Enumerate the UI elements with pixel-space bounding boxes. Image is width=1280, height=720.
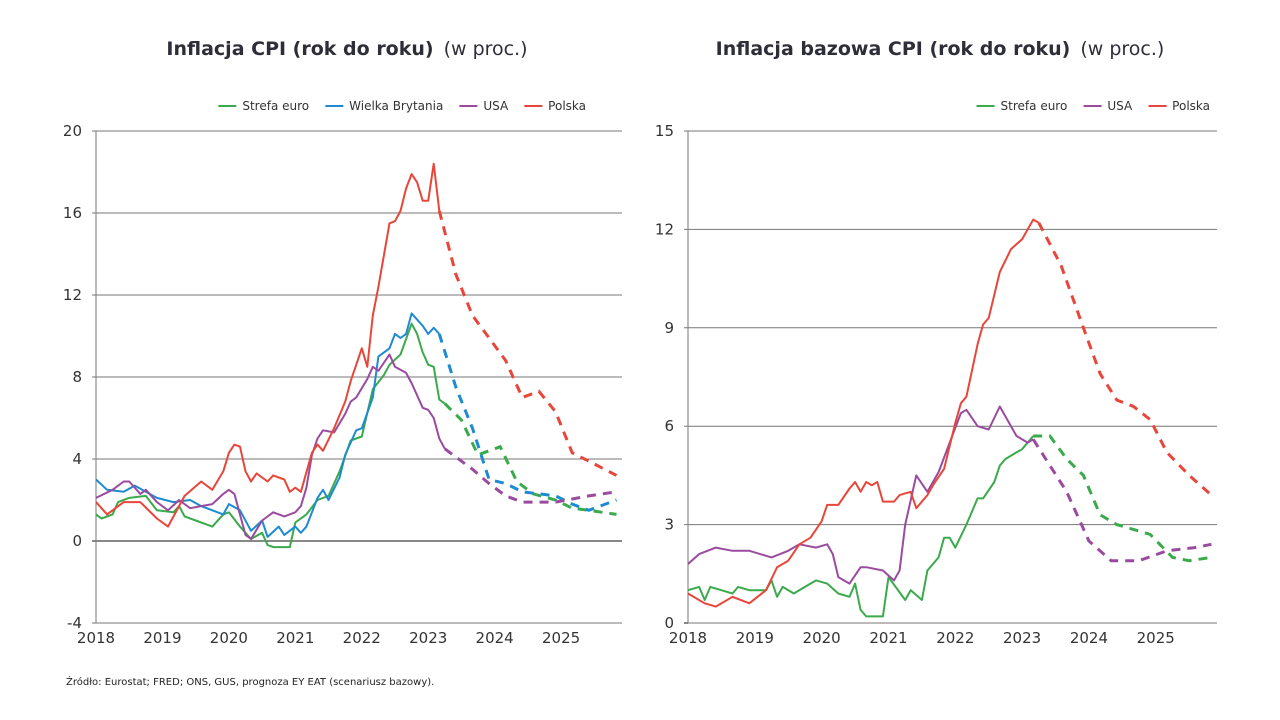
legend-label: Strefa euro (242, 99, 310, 113)
legend-swatch (976, 105, 995, 107)
legend-swatch (1148, 105, 1167, 107)
x-tick-label: 2021 (276, 629, 314, 647)
y-tick-label: 8 (72, 368, 82, 386)
series-polska-actual (95, 162, 441, 528)
legend-swatch (218, 105, 237, 107)
chart-2-title-text: Inflacja bazowa CPI (rok do roku) (715, 38, 1071, 60)
y-tick-label: 20 (63, 122, 82, 140)
legend-item: USA (459, 99, 508, 113)
legend-label: Polska (548, 99, 586, 113)
y-tick-label: 6 (664, 417, 674, 435)
legend-item: Polska (524, 99, 586, 113)
x-tick-label: 2023 (1003, 629, 1041, 647)
y-tick-label: 9 (664, 319, 674, 337)
chart-1-plot: -4 0 4 8 12 16 20 2018 2019 2020 2021 2022 2023 2024 2… (63, 122, 622, 647)
chart-2-title: Inflacja bazowa CPI (rok do roku) (w proc… (716, 38, 1165, 60)
x-tick-label: 2020 (803, 629, 841, 647)
x-tick-label: 2019 (736, 629, 774, 647)
x-tick-label: 2022 (343, 629, 381, 647)
legend-item: USA (1083, 99, 1132, 113)
x-tick-label: 2021 (869, 629, 907, 647)
series-polska-actual (687, 218, 1040, 608)
series-strefa-euro-actual (95, 322, 446, 549)
chart-2-legend: Strefa euro USA Polska (976, 99, 1210, 113)
x-tick-label: 2019 (143, 629, 181, 647)
x-tick-label: 2023 (409, 629, 447, 647)
y-tick-label: 0 (72, 532, 82, 550)
x-tick-label: 2020 (210, 629, 248, 647)
x-tick-label: 2025 (1137, 629, 1175, 647)
y-tick-label: 0 (664, 614, 674, 632)
y-tick-label: 4 (72, 450, 82, 468)
series-usa-forecast (1031, 438, 1212, 563)
x-tick-label: 2024 (476, 629, 514, 647)
y-tick-label: 12 (63, 286, 82, 304)
y-tick-label: 3 (664, 516, 674, 534)
series-usa-actual (95, 353, 446, 540)
series-polska-forecast (1037, 222, 1213, 497)
chart-2-plot: 0 3 6 9 12 15 2018 2019 2020 2021 2022 2023 2024 2025 (655, 122, 1217, 647)
y-tick-label: 15 (655, 122, 674, 140)
chart-2-unit: (w proc.) (1080, 38, 1165, 60)
series-wielka-brytania-forecast (437, 333, 618, 512)
series-usa-actual (687, 405, 1034, 585)
y-tick-label: -4 (67, 614, 82, 632)
x-tick-label: 2018 (669, 629, 707, 647)
legend-item: Strefa euro (976, 99, 1068, 113)
chart-1-title: Inflacja CPI (rok do roku) (w proc.) (166, 38, 527, 60)
chart-1-legend: Strefa euro Wielka Brytania USA Polska (218, 99, 586, 113)
legend-swatch (325, 105, 344, 107)
series-strefa-euro-forecast (1033, 434, 1212, 563)
series-strefa-euro-forecast (443, 402, 617, 516)
x-tick-label: 2018 (77, 629, 115, 647)
legend-swatch (459, 105, 478, 107)
chart-1-unit: (w proc.) (443, 38, 528, 60)
x-tick-label: 2022 (936, 629, 974, 647)
legend-swatch (524, 105, 543, 107)
legend-item: Polska (1148, 99, 1210, 113)
legend-label: Wielka Brytania (349, 99, 444, 113)
series-wielka-brytania-actual (95, 312, 441, 538)
legend-swatch (1083, 105, 1102, 107)
legend-item: Wielka Brytania (325, 99, 443, 113)
legend-label: Polska (1172, 99, 1210, 113)
legend-label: Strefa euro (1000, 99, 1068, 113)
series-usa-forecast (443, 447, 617, 504)
legend-label: USA (483, 99, 509, 113)
source-note: Źródło: Eurostat; FRED; ONS, GUS, progno… (66, 677, 435, 688)
series-strefa-euro-actual (687, 435, 1034, 618)
y-tick-label: 16 (63, 204, 82, 222)
legend-label: USA (1107, 99, 1133, 113)
legend-item: Strefa euro (218, 99, 309, 113)
x-tick-label: 2025 (542, 629, 580, 647)
series-polska-forecast (437, 210, 618, 477)
y-tick-label: 12 (655, 220, 674, 238)
x-tick-label: 2024 (1070, 629, 1108, 647)
chart-1-title-text: Inflacja CPI (rok do roku) (166, 38, 434, 60)
